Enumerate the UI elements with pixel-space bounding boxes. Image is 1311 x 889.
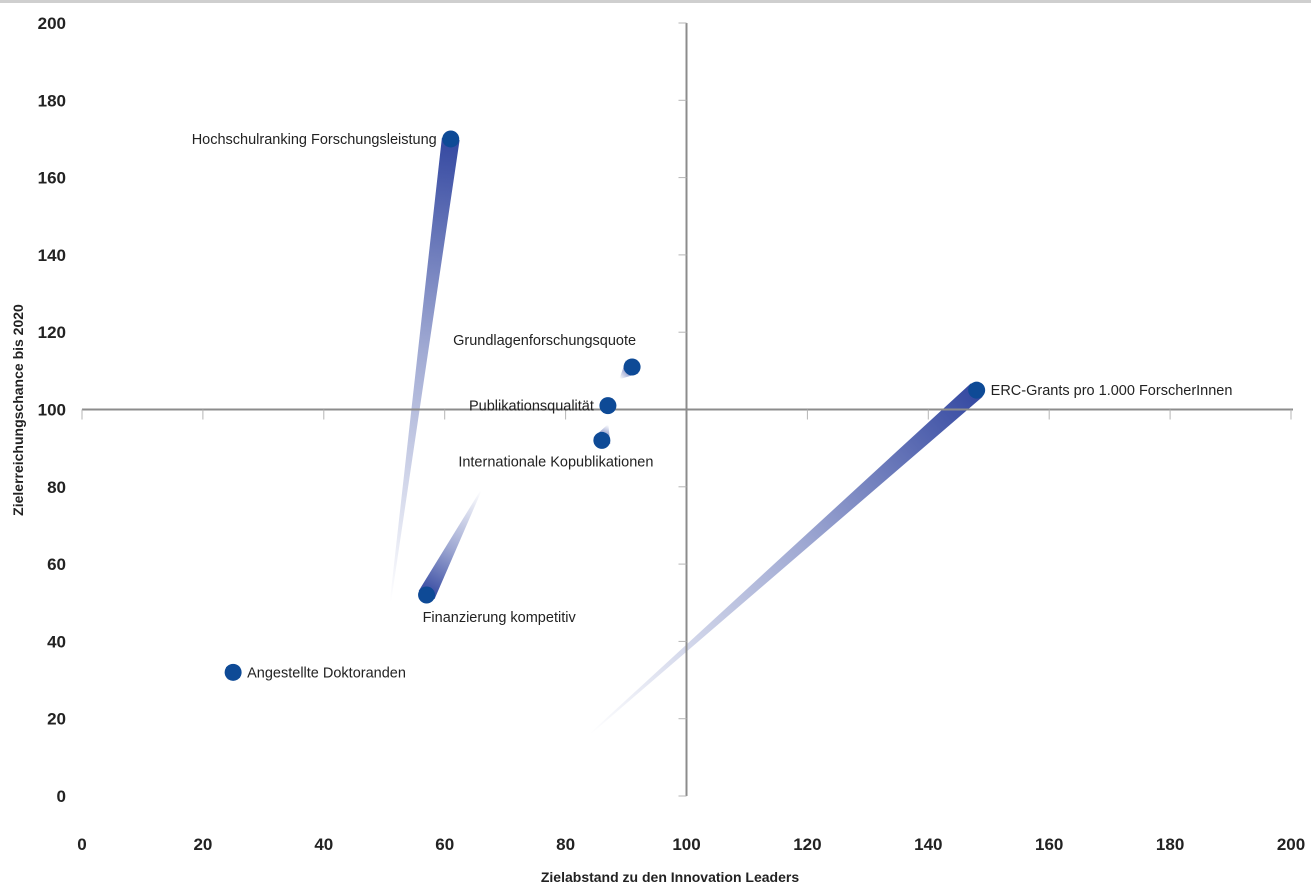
movement-trail <box>589 383 983 735</box>
y-tick-label: 200 <box>38 14 66 33</box>
point-label: Hochschulranking Forschungsleistung <box>192 132 437 148</box>
x-tick-label: 80 <box>556 835 575 854</box>
trails-layer <box>226 137 983 735</box>
x-tick-label: 120 <box>793 835 821 854</box>
x-tick-label: 40 <box>314 835 333 854</box>
y-axis-title: Zielerreichungschance bis 2020 <box>10 304 26 516</box>
point-label: Grundlagenforschungsquote <box>453 333 636 349</box>
x-tick-label: 200 <box>1277 835 1305 854</box>
y-tick-label: 60 <box>47 555 66 574</box>
data-point <box>418 586 436 604</box>
data-point <box>599 397 617 415</box>
point-label: Internationale Kopublikationen <box>458 454 653 470</box>
points-layer <box>224 130 986 681</box>
movement-trail <box>389 137 460 603</box>
y-tick-label: 0 <box>57 787 66 806</box>
x-tick-label: 140 <box>914 835 942 854</box>
y-tick-label: 80 <box>47 478 66 497</box>
data-point <box>968 381 986 399</box>
y-tick-label: 180 <box>38 91 66 110</box>
x-tick-label: 160 <box>1035 835 1063 854</box>
x-tick-label: 100 <box>672 835 700 854</box>
y-tick-label: 20 <box>47 710 66 729</box>
point-label: Angestellte Doktoranden <box>247 665 406 681</box>
y-tick-label: 100 <box>38 401 66 420</box>
y-tick-label: 140 <box>38 246 66 265</box>
data-point <box>442 130 460 148</box>
movement-trail <box>418 490 482 600</box>
x-tick-label: 180 <box>1156 835 1184 854</box>
x-tick-label: 60 <box>435 835 454 854</box>
point-label: ERC-Grants pro 1.000 ForscherInnen <box>991 383 1233 399</box>
y-tick-label: 40 <box>47 632 66 651</box>
x-axis-title: Zielabstand zu den Innovation Leaders <box>541 869 799 885</box>
axes-layer <box>81 22 1293 797</box>
point-labels-layer: Hochschulranking Forschungsleistung Grund… <box>192 132 1233 681</box>
point-label: Finanzierung kompetitiv <box>423 610 577 626</box>
y-tick-label: 160 <box>38 169 66 188</box>
top-border <box>0 0 1311 3</box>
data-point <box>593 431 611 449</box>
y-tick-label: 120 <box>38 323 66 342</box>
tick-labels-layer: 0 20 40 60 80 100 120 140 160 180 200 0 20 40 60 80 100 1… <box>38 14 1306 854</box>
x-tick-label: 0 <box>77 835 86 854</box>
data-point <box>623 358 641 376</box>
data-point <box>224 663 242 681</box>
x-tick-label: 20 <box>193 835 212 854</box>
point-label: Publikationsqualität <box>469 399 594 415</box>
